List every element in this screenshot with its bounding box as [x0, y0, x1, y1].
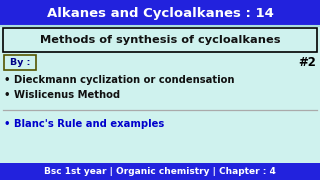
Text: Methods of synthesis of cycloalkanes: Methods of synthesis of cycloalkanes: [40, 35, 280, 45]
Text: By :: By :: [10, 58, 30, 67]
Text: Bsc 1st year | Organic chemistry | Chapter : 4: Bsc 1st year | Organic chemistry | Chapt…: [44, 167, 276, 176]
Bar: [0, 0, 320, 26]
Bar: [0, 163, 320, 180]
Text: • Wislicenus Method: • Wislicenus Method: [4, 90, 120, 100]
Text: Alkanes and Cycloalkanes : 14: Alkanes and Cycloalkanes : 14: [47, 6, 273, 19]
Bar: [3, 28, 317, 52]
Text: • Dieckmann cyclization or condensation: • Dieckmann cyclization or condensation: [4, 75, 235, 85]
Bar: [4, 55, 36, 70]
Text: • Blanc's Rule and examples: • Blanc's Rule and examples: [4, 119, 164, 129]
Text: #2: #2: [298, 56, 316, 69]
